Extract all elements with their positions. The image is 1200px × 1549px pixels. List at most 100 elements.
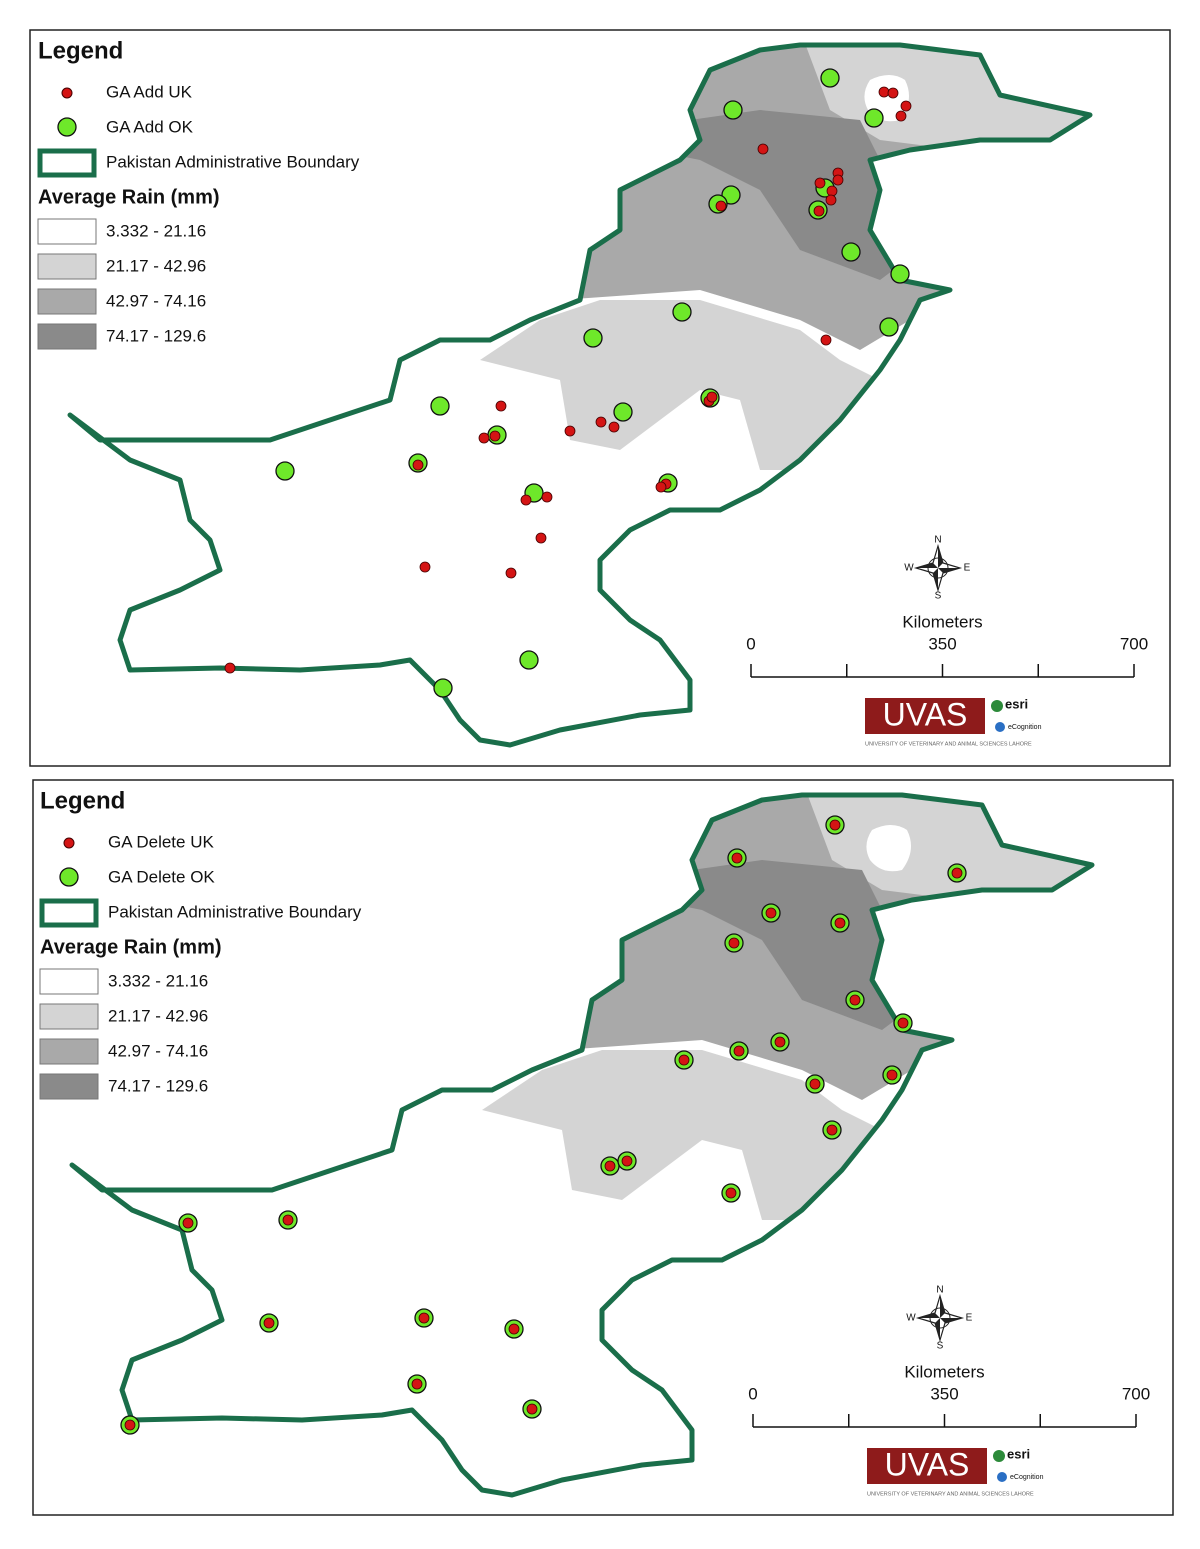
rain-zone xyxy=(650,110,920,280)
ok-point xyxy=(723,100,743,120)
ecognition-label: eCognition xyxy=(1008,724,1042,731)
legend-swatch xyxy=(39,1038,99,1065)
uk-point xyxy=(124,1419,136,1431)
ok-point xyxy=(864,108,884,128)
compass-e: E xyxy=(966,1313,973,1324)
uk-point xyxy=(411,1378,423,1390)
legend-swatch xyxy=(39,1073,99,1100)
uk-point xyxy=(829,819,841,831)
legend-symbol xyxy=(59,867,79,887)
rain-zone xyxy=(652,860,922,1030)
legend-label: 74.17 - 129.6 xyxy=(106,326,206,345)
scale-label: 700 xyxy=(1122,1384,1150,1403)
compass-w: W xyxy=(904,563,914,574)
uk-point xyxy=(604,1160,616,1172)
uk-point xyxy=(418,1312,430,1324)
scale-label: 0 xyxy=(746,634,755,653)
ecognition-label: eCognition xyxy=(1010,1474,1044,1481)
uk-point xyxy=(224,662,236,674)
scale-label: 700 xyxy=(1120,634,1148,653)
uk-point xyxy=(505,567,517,579)
compass-s: S xyxy=(937,1341,944,1352)
legend-swatch xyxy=(39,968,99,995)
ok-point xyxy=(275,461,295,481)
logo-box xyxy=(867,1448,987,1484)
legend-label: GA Delete OK xyxy=(108,867,215,886)
ok-point xyxy=(519,650,539,670)
compass-ring xyxy=(927,557,949,579)
uk-point xyxy=(757,143,769,155)
rain-zone xyxy=(480,300,880,470)
legend-swatch xyxy=(37,218,97,245)
ok-point xyxy=(879,317,899,337)
legend-label: Pakistan Administrative Boundary xyxy=(106,152,360,171)
uk-point xyxy=(520,494,532,506)
uk-point xyxy=(678,1054,690,1066)
legend-label: 21.17 - 42.96 xyxy=(106,256,206,275)
uk-point xyxy=(774,1036,786,1048)
legend-swatch xyxy=(37,323,97,350)
scale-label: 0 xyxy=(748,1384,757,1403)
scale-label: 350 xyxy=(928,634,956,653)
uk-point xyxy=(282,1214,294,1226)
legend-symbol xyxy=(39,898,99,928)
ok-point xyxy=(820,68,840,88)
logo-name: UVAS xyxy=(883,696,968,732)
uk-point xyxy=(715,200,727,212)
compass-n: N xyxy=(936,1285,943,1296)
compass-e: E xyxy=(964,563,971,574)
compass-ring xyxy=(929,1307,951,1329)
uk-point xyxy=(825,194,837,206)
uk-point xyxy=(564,425,576,437)
logo-subtitle: UNIVERSITY OF VETERINARY AND ANIMAL SCIE… xyxy=(867,1491,1034,1497)
uk-point xyxy=(182,1217,194,1229)
rain-zone xyxy=(866,825,911,872)
uk-point xyxy=(655,481,667,493)
uk-point xyxy=(849,994,861,1006)
legend-swatch xyxy=(37,253,97,280)
uk-point xyxy=(820,334,832,346)
legend-label: Pakistan Administrative Boundary xyxy=(108,902,362,921)
ok-point xyxy=(841,242,861,262)
uk-point xyxy=(951,867,963,879)
legend-swatch xyxy=(39,1003,99,1030)
uk-point xyxy=(508,1323,520,1335)
legend-symbol xyxy=(37,148,97,178)
uk-point xyxy=(814,177,826,189)
uk-point xyxy=(731,852,743,864)
uk-point xyxy=(535,532,547,544)
compass-w: W xyxy=(906,1313,916,1324)
esri-label: esri xyxy=(1007,1446,1030,1461)
legend-label: 3.332 - 21.16 xyxy=(108,971,208,990)
scale-unit: Kilometers xyxy=(902,612,982,631)
uk-point xyxy=(900,100,912,112)
uk-point xyxy=(878,86,890,98)
legend-symbol xyxy=(63,837,75,849)
ecognition-icon xyxy=(997,1472,1007,1482)
esri-label: esri xyxy=(1005,696,1028,711)
esri-globe xyxy=(991,700,1003,712)
ecognition-icon xyxy=(995,722,1005,732)
ok-point xyxy=(672,302,692,322)
logo-name: UVAS xyxy=(885,1446,970,1482)
uk-point xyxy=(826,185,838,197)
uk-point xyxy=(608,421,620,433)
uk-point xyxy=(887,87,899,99)
uk-point xyxy=(595,416,607,428)
uk-point xyxy=(412,459,424,471)
uk-point xyxy=(526,1403,538,1415)
ok-point xyxy=(433,678,453,698)
uk-point xyxy=(809,1078,821,1090)
legend-label: GA Delete UK xyxy=(108,832,214,851)
legend-symbol xyxy=(57,117,77,137)
legend-subtitle: Average Rain (mm) xyxy=(38,186,220,208)
uk-point xyxy=(826,1124,838,1136)
uk-point xyxy=(897,1017,909,1029)
esri-globe xyxy=(993,1450,1005,1462)
ok-point xyxy=(890,264,910,284)
uk-point xyxy=(834,917,846,929)
logo-subtitle: UNIVERSITY OF VETERINARY AND ANIMAL SCIE… xyxy=(865,741,1032,747)
legend-title: Legend xyxy=(40,787,125,814)
ok-point xyxy=(430,396,450,416)
